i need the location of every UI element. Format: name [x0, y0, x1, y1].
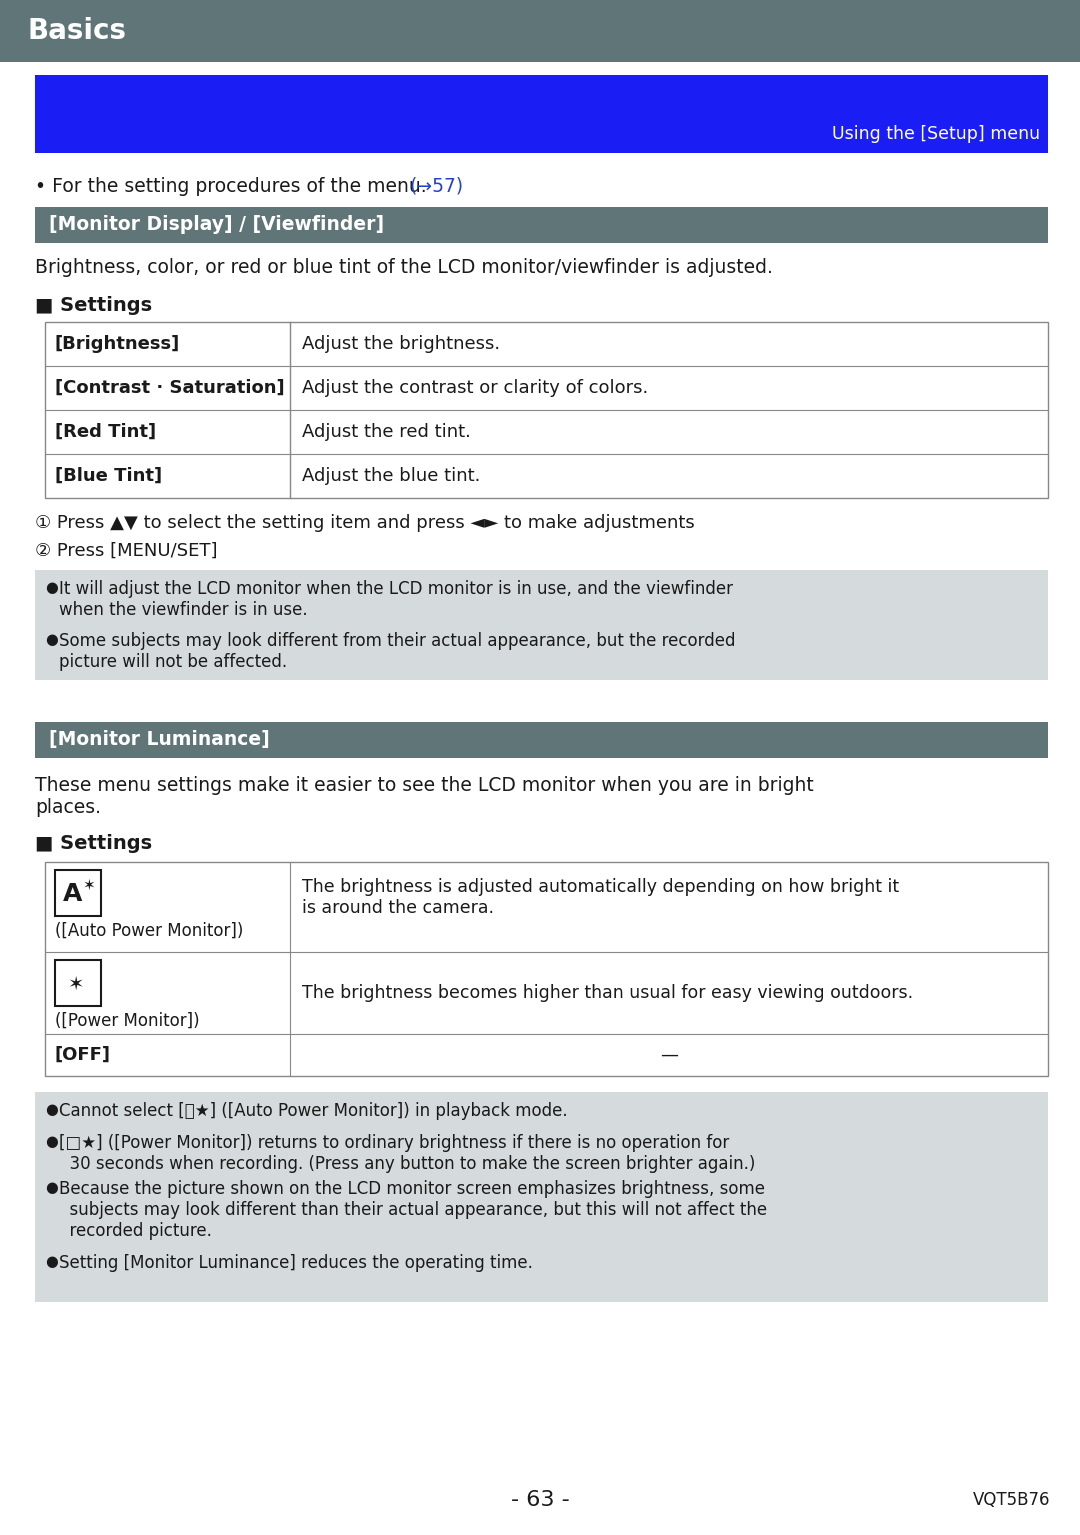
Text: ●: ●	[45, 580, 57, 596]
Text: ●: ●	[45, 1254, 57, 1269]
Bar	[35, 207, 1048, 243]
Text: ●: ●	[45, 632, 57, 646]
Text: (→57): (→57)	[409, 177, 463, 196]
Text: Using the [Setup] menu: Using the [Setup] menu	[832, 124, 1040, 143]
Bar	[55, 870, 102, 916]
Text: • For the setting procedures of the menu.: • For the setting procedures of the menu…	[35, 177, 433, 196]
Text: [□★] ([Power Monitor]) returns to ordinary brightness if there is no operation f: [□★] ([Power Monitor]) returns to ordina…	[59, 1134, 755, 1173]
Text: [Red Tint]: [Red Tint]	[55, 424, 157, 441]
Text: It will adjust the LCD monitor when the LCD monitor is in use, and the viewfinde: It will adjust the LCD monitor when the …	[59, 580, 733, 619]
Text: [Brightness]: [Brightness]	[55, 335, 180, 353]
Text: ([Auto Power Monitor]): ([Auto Power Monitor])	[55, 923, 243, 939]
Text: ② Press [MENU/SET]: ② Press [MENU/SET]	[35, 542, 217, 560]
Text: - 63 -: - 63 -	[511, 1490, 569, 1510]
Bar	[45, 322, 1048, 497]
Text: Brightness, color, or red or blue tint of the LCD monitor/viewfinder is adjusted: Brightness, color, or red or blue tint o…	[35, 258, 773, 276]
Bar	[35, 1091, 1048, 1302]
Bar	[55, 959, 102, 1005]
Text: [Monitor Display] / [Viewfinder]: [Monitor Display] / [Viewfinder]	[49, 215, 384, 235]
Text: Adjust the contrast or clarity of colors.: Adjust the contrast or clarity of colors…	[302, 379, 648, 398]
Text: The brightness becomes higher than usual for easy viewing outdoors.: The brightness becomes higher than usual…	[302, 984, 913, 1002]
Text: Some subjects may look different from their actual appearance, but the recorded
: Some subjects may look different from th…	[59, 632, 735, 671]
Text: [Contrast · Saturation]: [Contrast · Saturation]	[55, 379, 285, 398]
Text: ✶: ✶	[83, 878, 96, 893]
Text: ●: ●	[45, 1102, 57, 1117]
Text: Basics: Basics	[28, 17, 127, 45]
Text: Adjust the brightness.: Adjust the brightness.	[302, 335, 500, 353]
Text: VQT5B76: VQT5B76	[972, 1490, 1050, 1509]
Text: Because the picture shown on the LCD monitor screen emphasizes brightness, some
: Because the picture shown on the LCD mon…	[59, 1180, 767, 1240]
Text: ① Press ▲▼ to select the setting item and press ◄► to make adjustments: ① Press ▲▼ to select the setting item an…	[35, 514, 694, 533]
Text: These menu settings make it easier to see the LCD monitor when you are in bright: These menu settings make it easier to se…	[35, 777, 813, 817]
Text: [Monitor Luminance]: [Monitor Luminance]	[49, 731, 270, 749]
Bar	[35, 721, 1048, 758]
Text: Cannot select [Ⓐ★] ([Auto Power Monitor]) in playback mode.: Cannot select [Ⓐ★] ([Auto Power Monitor]…	[59, 1102, 568, 1121]
Text: ●: ●	[45, 1134, 57, 1150]
Text: Adjust the red tint.: Adjust the red tint.	[302, 424, 471, 441]
Bar	[35, 75, 1048, 154]
Text: ■ Settings: ■ Settings	[35, 296, 152, 315]
Text: ●: ●	[45, 1180, 57, 1196]
Bar	[45, 863, 1048, 1076]
Bar	[0, 0, 1080, 61]
Bar	[35, 569, 1048, 680]
Text: A: A	[63, 883, 82, 906]
Text: [Blue Tint]: [Blue Tint]	[55, 467, 162, 485]
Text: Adjust the blue tint.: Adjust the blue tint.	[302, 467, 481, 485]
Text: ✶: ✶	[67, 975, 83, 993]
Text: [OFF]: [OFF]	[55, 1045, 111, 1064]
Text: The brightness is adjusted automatically depending on how bright it
is around th: The brightness is adjusted automatically…	[302, 878, 900, 916]
Text: —: —	[660, 1045, 678, 1064]
Text: ([Power Monitor]): ([Power Monitor])	[55, 1012, 200, 1030]
Text: ■ Settings: ■ Settings	[35, 834, 152, 853]
Text: Setting [Monitor Luminance] reduces the operating time.: Setting [Monitor Luminance] reduces the …	[59, 1254, 532, 1273]
